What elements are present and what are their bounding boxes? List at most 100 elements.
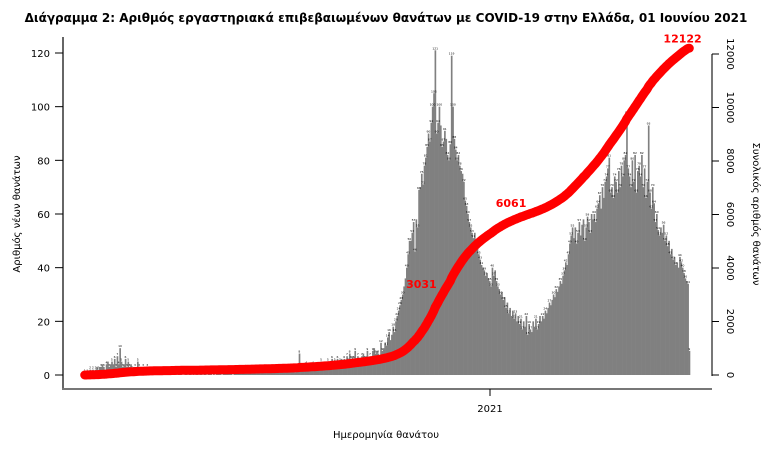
bar-value-label: 64 — [652, 199, 656, 203]
bar — [566, 264, 569, 375]
bar — [359, 364, 362, 375]
bar-value-label: 3 — [126, 363, 128, 367]
bar — [623, 160, 626, 375]
bar — [297, 369, 299, 375]
bar-value-label: 94 — [429, 119, 433, 123]
bar-value-label: 12 — [379, 339, 383, 343]
bar — [422, 184, 424, 375]
bar — [401, 294, 404, 375]
bar-value-label: 1 — [86, 368, 88, 372]
bar-value-label: 86 — [448, 140, 452, 144]
bar-value-label: 70 — [651, 183, 655, 187]
bar-value-label: 55 — [571, 223, 575, 227]
bar-value-label: 10 — [118, 344, 122, 348]
bar-value-label: 68 — [648, 189, 652, 193]
bar — [501, 291, 503, 375]
bar-value-label: 53 — [576, 229, 580, 233]
bar — [524, 326, 526, 375]
bar-value-label: 45 — [477, 250, 481, 254]
bar — [310, 369, 313, 375]
bar-value-label: 9 — [372, 347, 374, 351]
bar — [510, 315, 513, 375]
bar — [585, 227, 588, 375]
bar — [321, 366, 324, 375]
bar — [427, 133, 430, 375]
bar — [448, 160, 450, 375]
bar-value-label: 28 — [501, 296, 505, 300]
bar — [488, 281, 491, 375]
bar — [619, 187, 622, 375]
bar-value-label: 49 — [568, 240, 572, 244]
bar-value-label: 21 — [512, 315, 516, 319]
bar — [528, 324, 530, 375]
bar-value-label: 6 — [364, 355, 366, 359]
bar — [260, 372, 263, 375]
bar-value-label: 68 — [609, 189, 613, 193]
bar — [328, 366, 331, 375]
bar — [637, 171, 639, 375]
bar — [491, 267, 494, 375]
bar — [608, 157, 611, 375]
bar — [425, 157, 427, 375]
bar-value-label: 55 — [469, 223, 473, 227]
bar-value-label: 66 — [611, 194, 615, 198]
bar-value-label: 82 — [633, 151, 637, 155]
bar — [537, 324, 540, 375]
bar — [505, 307, 507, 375]
y-tick-label: 60 — [37, 210, 50, 221]
x-axis-ticks: 2021 — [477, 389, 503, 415]
y2-tick-label: 10000 — [724, 92, 735, 124]
bar-value-label: 119 — [449, 52, 455, 56]
bar — [582, 219, 585, 375]
bar — [590, 214, 593, 375]
bar-value-label: 35 — [558, 277, 562, 281]
bar-value-label: 28 — [399, 296, 403, 300]
bar — [450, 55, 453, 375]
bar — [507, 313, 510, 375]
bar — [286, 372, 289, 375]
bar-value-label: 30 — [552, 291, 556, 295]
bar — [475, 243, 477, 375]
bar-value-label: 33 — [489, 282, 493, 286]
bar — [550, 305, 552, 375]
bar — [499, 294, 502, 375]
bar-value-label: 76 — [459, 167, 463, 171]
bar-value-label: 4 — [118, 360, 120, 364]
bar-value-label: 70 — [618, 183, 622, 187]
bar-value-label: 57 — [467, 218, 471, 222]
bar-value-label: 57 — [587, 218, 591, 222]
bar — [620, 165, 623, 375]
bar — [533, 326, 536, 375]
bar-value-label: 21 — [519, 315, 523, 319]
bar-value-label: 9 — [688, 347, 690, 351]
bar — [378, 356, 381, 375]
bar — [261, 372, 264, 375]
y2-tick-label: 8000 — [724, 148, 735, 173]
bar — [532, 321, 535, 375]
bar-value-label: 70 — [600, 183, 604, 187]
bar-value-label: 90 — [427, 130, 431, 134]
bar — [418, 189, 420, 375]
bar-value-label: 50 — [663, 237, 667, 241]
bar — [367, 361, 370, 375]
bar-value-label: 52 — [569, 231, 573, 235]
bar — [631, 160, 634, 375]
bar — [600, 208, 602, 375]
bar-value-label: 8 — [374, 350, 376, 354]
bar-value-label: 21 — [534, 315, 538, 319]
bar — [270, 372, 272, 375]
bar — [283, 372, 286, 375]
bar-value-label: 84 — [454, 146, 458, 150]
bar — [581, 224, 583, 375]
bar-value-label: 91 — [443, 127, 447, 131]
bar — [634, 154, 636, 375]
bar-value-label: 82 — [624, 151, 628, 155]
bar-value-label: 11 — [384, 341, 388, 345]
bar-value-label: 60 — [655, 210, 659, 214]
bar — [397, 310, 400, 375]
bar-value-label: 55 — [416, 223, 420, 227]
bar-value-label: 18 — [391, 323, 395, 327]
bar — [494, 270, 496, 375]
bar — [319, 369, 321, 375]
bar — [332, 366, 335, 375]
